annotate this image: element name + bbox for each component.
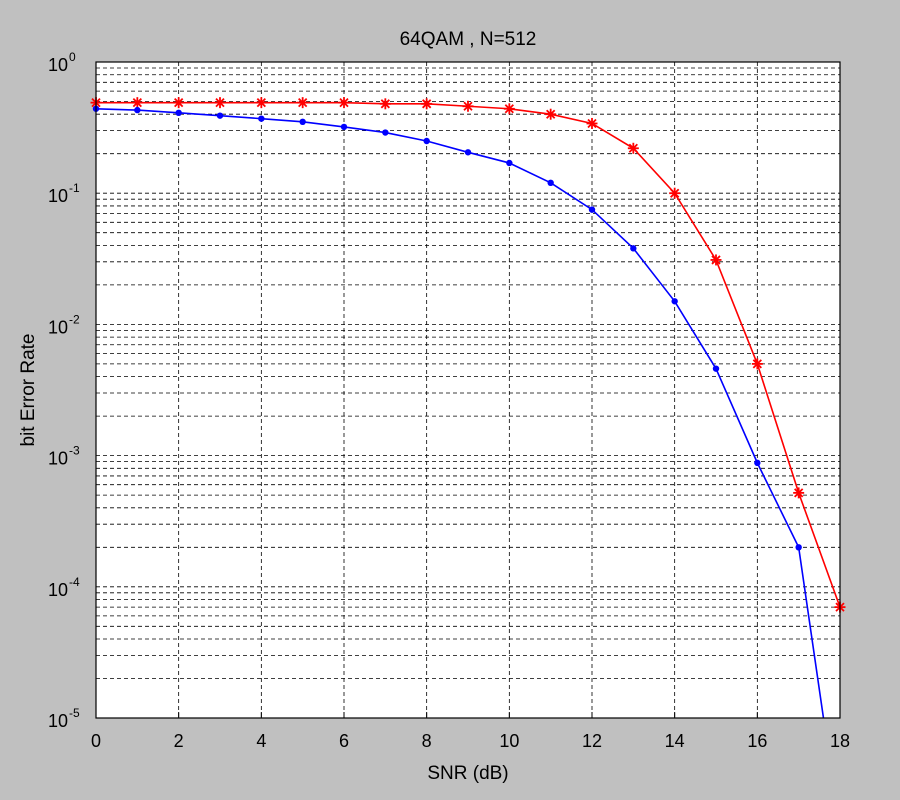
data-point-dot bbox=[588, 206, 596, 213]
x-tick-label: 0 bbox=[91, 731, 101, 751]
star-stroke bbox=[794, 488, 804, 498]
data-point-dot bbox=[464, 149, 472, 156]
star-stroke bbox=[256, 98, 266, 108]
data-point-star bbox=[421, 98, 433, 110]
y-tick-label: 10 bbox=[48, 55, 68, 75]
star-stroke bbox=[752, 359, 762, 369]
data-point-dot bbox=[423, 137, 430, 145]
chart-title: 64QAM , N=512 bbox=[400, 29, 537, 50]
series-1 bbox=[92, 105, 825, 719]
y-axis-label: bit Error Rate bbox=[18, 334, 39, 447]
data-point-star bbox=[462, 100, 474, 112]
data-point-dot bbox=[754, 459, 761, 467]
x-tick-label: 4 bbox=[256, 731, 266, 751]
y-tick-label: 10 bbox=[48, 449, 68, 469]
series-layer bbox=[90, 97, 846, 719]
data-point-dot bbox=[795, 544, 802, 551]
data-point-star bbox=[586, 117, 598, 129]
star-stroke bbox=[711, 255, 721, 265]
data-point-dot bbox=[382, 129, 389, 136]
data-point-dot bbox=[547, 179, 554, 187]
data-point-star bbox=[627, 142, 639, 154]
y-tick-label: 10 bbox=[48, 711, 68, 731]
x-tick-label: 2 bbox=[174, 731, 184, 751]
star-stroke bbox=[463, 101, 473, 111]
y-tick-label: 10 bbox=[48, 186, 68, 206]
axes-box bbox=[95, 61, 841, 719]
star-stroke bbox=[546, 109, 556, 119]
y-tick-exponent: -5 bbox=[69, 706, 80, 720]
x-tick-label: 10 bbox=[499, 731, 519, 751]
y-tick-exponent: 0 bbox=[69, 50, 76, 64]
star-stroke bbox=[628, 143, 638, 153]
x-axis-label: SNR (dB) bbox=[427, 763, 508, 784]
data-point-star bbox=[297, 97, 309, 109]
data-point-star bbox=[131, 97, 143, 109]
data-point-dot bbox=[671, 298, 678, 305]
data-point-star bbox=[173, 97, 185, 109]
data-point-star bbox=[214, 97, 226, 109]
data-point-dot bbox=[340, 123, 348, 131]
star-stroke bbox=[339, 98, 349, 108]
y-tick-exponent: -2 bbox=[69, 312, 80, 326]
star-stroke bbox=[504, 104, 514, 114]
star-stroke bbox=[380, 99, 390, 109]
data-point-dot bbox=[175, 109, 182, 117]
data-point-dot bbox=[630, 245, 637, 252]
data-point-star bbox=[669, 187, 681, 199]
y-tick-exponent: -3 bbox=[69, 444, 80, 458]
x-tick-label: 8 bbox=[422, 731, 432, 751]
star-stroke bbox=[670, 188, 680, 198]
data-point-dot bbox=[216, 112, 224, 119]
data-point-star bbox=[503, 103, 515, 115]
x-tick-labels: 0 2 4 6 8 10 12 14 16 18 bbox=[91, 712, 850, 751]
y-tick-label: 10 bbox=[48, 317, 68, 337]
star-stroke bbox=[174, 98, 184, 108]
plot-area bbox=[96, 62, 840, 718]
data-point-star bbox=[710, 254, 722, 266]
x-tick-label: 16 bbox=[747, 731, 767, 751]
y-tick-exponent: -4 bbox=[69, 575, 80, 589]
data-point-star bbox=[545, 108, 557, 120]
data-point-dot bbox=[506, 159, 513, 167]
star-stroke bbox=[298, 98, 308, 108]
x-tick-label: 12 bbox=[582, 731, 602, 751]
data-point-star bbox=[338, 97, 350, 109]
data-point-dot bbox=[299, 118, 306, 126]
grid-lines bbox=[96, 62, 840, 718]
x-tick-label: 6 bbox=[339, 731, 349, 751]
data-point-star bbox=[255, 97, 267, 109]
y-tick-label: 10 bbox=[48, 580, 68, 600]
data-point-star bbox=[751, 358, 763, 370]
star-stroke bbox=[215, 98, 225, 108]
star-stroke bbox=[587, 118, 597, 129]
data-point-dot bbox=[258, 115, 265, 122]
data-point-star bbox=[793, 487, 805, 499]
star-stroke bbox=[422, 99, 432, 109]
star-stroke bbox=[132, 98, 142, 108]
x-tick-label: 14 bbox=[665, 731, 685, 751]
data-point-star bbox=[379, 98, 391, 110]
y-tick-exponent: -1 bbox=[69, 181, 80, 195]
x-tick-label: 18 bbox=[830, 731, 850, 751]
data-point-dot bbox=[134, 106, 141, 114]
data-point-dot bbox=[712, 365, 720, 372]
